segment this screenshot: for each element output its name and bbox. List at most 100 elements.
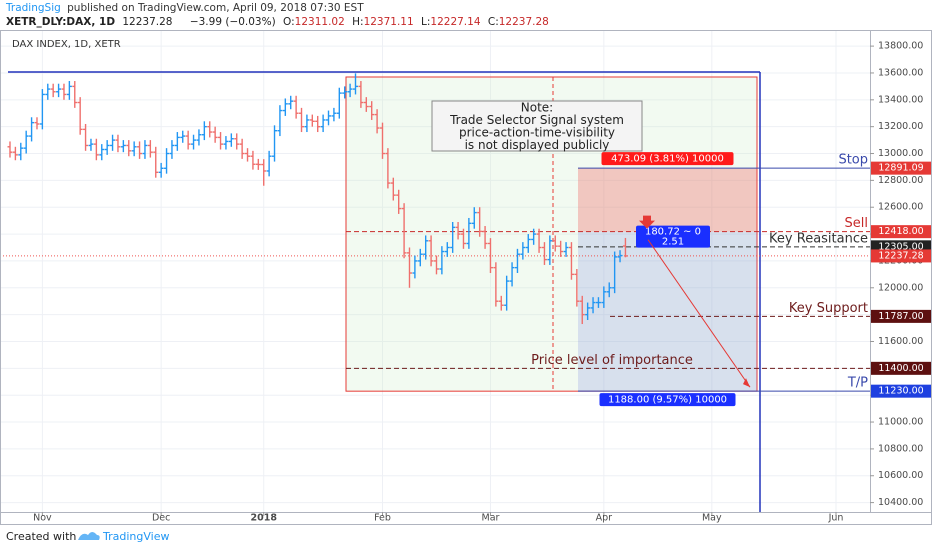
ohlc-bar bbox=[50, 83, 56, 98]
ohlc-bar bbox=[525, 234, 531, 253]
ohlc-bar bbox=[412, 255, 418, 279]
published-text: published on TradingView.com, April 09, … bbox=[67, 2, 364, 14]
ohlc-bar bbox=[191, 134, 197, 150]
ohlc-bar bbox=[104, 140, 110, 155]
ohlc-bar bbox=[115, 134, 121, 153]
reward-label-box bbox=[599, 393, 736, 407]
ohlc-bar bbox=[320, 114, 326, 133]
ohlc-bar bbox=[196, 129, 202, 146]
ohlc-bar bbox=[88, 138, 94, 151]
ohlc-bar bbox=[61, 83, 67, 100]
ohlc-bar bbox=[460, 228, 466, 249]
note-line: is not displayed publicly bbox=[465, 138, 610, 152]
ohlc-bar bbox=[272, 125, 278, 162]
note-line: Trade Selector Signal system bbox=[449, 113, 624, 127]
ohlc-bar bbox=[261, 159, 267, 186]
ohlc-bar bbox=[56, 83, 62, 98]
ohlc-bar bbox=[558, 240, 564, 257]
ohlc-bar bbox=[110, 134, 116, 151]
ohlc-bar bbox=[396, 189, 402, 214]
high-value: 12371.11 bbox=[364, 16, 414, 28]
ohlc-bar bbox=[601, 286, 607, 308]
ohlc-bar bbox=[255, 158, 261, 170]
ohlc-bar bbox=[66, 81, 72, 100]
ohlc-bar bbox=[563, 242, 569, 257]
ohlc-bar bbox=[266, 150, 272, 177]
ohlc-bar bbox=[142, 140, 148, 159]
ohlc-bar bbox=[498, 295, 504, 311]
high-label: H: bbox=[352, 16, 363, 28]
ohlc-bar bbox=[379, 122, 385, 159]
ohlc-bar bbox=[439, 246, 445, 275]
x-tick-label: May bbox=[702, 513, 722, 524]
low-value: 12227.14 bbox=[430, 16, 480, 28]
ohlc-bar bbox=[568, 242, 574, 280]
ohlc-bar bbox=[536, 228, 542, 253]
ohlc-bar bbox=[201, 121, 207, 141]
ohlc-bar bbox=[617, 250, 623, 263]
level-name: Price level of importance bbox=[531, 353, 693, 368]
ohlc-bar bbox=[250, 150, 256, 170]
ohlc-bar bbox=[315, 115, 321, 133]
risk-label: 473.09 (3.81%) 10000 bbox=[611, 154, 724, 165]
x-tick-label: Apr bbox=[596, 513, 613, 524]
last-price-box bbox=[871, 249, 931, 263]
ohlc-bar bbox=[541, 242, 547, 265]
ohlc-bar bbox=[406, 247, 412, 288]
level-axis-label: 12891.09 bbox=[878, 163, 923, 174]
low-label: L: bbox=[421, 16, 430, 28]
ohlc-bar bbox=[336, 87, 342, 119]
close-label: C: bbox=[488, 16, 499, 28]
ohlc-bar bbox=[487, 238, 493, 274]
publisher[interactable]: TradingSig bbox=[5, 2, 61, 14]
last-price-label: 12237.28 bbox=[878, 250, 923, 261]
reward-zone bbox=[578, 231, 757, 392]
level-axis-box bbox=[871, 384, 931, 398]
footer-brand[interactable]: TradingView bbox=[102, 530, 169, 543]
open-value: 12311.02 bbox=[295, 16, 345, 28]
ohlc-bar bbox=[433, 255, 439, 275]
ohlc-bar bbox=[385, 148, 391, 189]
ohlc-bar bbox=[417, 248, 423, 267]
ohlc-bar bbox=[444, 242, 450, 257]
ohlc-bar bbox=[34, 117, 40, 130]
ohlc-bar bbox=[455, 221, 461, 240]
level-axis-label: 11400.00 bbox=[878, 363, 923, 374]
pl-label: 180.72 ~ 0 bbox=[645, 227, 701, 238]
ohlc-bar bbox=[18, 142, 24, 161]
tradingview-logo bbox=[78, 532, 100, 540]
ohlc-bar bbox=[401, 203, 407, 259]
close-value: 12237.28 bbox=[499, 16, 549, 28]
ohlc-bar bbox=[585, 302, 591, 321]
ohlc-bar bbox=[574, 268, 580, 307]
note-line: Note: bbox=[521, 101, 553, 115]
y-tick-label: 10400.00 bbox=[878, 497, 923, 508]
ohlc-bar bbox=[331, 107, 337, 122]
ohlc-bar bbox=[218, 132, 224, 150]
ohlc-bar bbox=[552, 235, 558, 252]
level-axis-label: 11230.00 bbox=[878, 386, 923, 397]
ohlc-bar bbox=[23, 130, 29, 154]
ohlc-bar bbox=[347, 83, 353, 98]
ohlc-bar bbox=[590, 297, 596, 314]
ohlc-bar bbox=[466, 217, 472, 249]
ohlc-bar bbox=[579, 295, 585, 325]
ohlc-bar bbox=[450, 221, 456, 253]
ohlc-bar bbox=[164, 148, 170, 174]
risk-label-box bbox=[601, 152, 734, 166]
ohlc-bar bbox=[126, 140, 132, 157]
ohlc-bar bbox=[293, 95, 299, 119]
ohlc-bar bbox=[174, 132, 180, 151]
open-label: O: bbox=[283, 16, 295, 28]
footer bbox=[0, 525, 932, 550]
y-tick-label: 13000.00 bbox=[878, 148, 923, 159]
ohlc-bar bbox=[304, 114, 310, 133]
ohlc-bar bbox=[158, 162, 164, 178]
ohlc-bar bbox=[374, 109, 380, 134]
ohlc-bar bbox=[477, 207, 483, 237]
level-name: Sell bbox=[845, 216, 868, 231]
ohlc-bar bbox=[83, 123, 89, 151]
ohlc-bar bbox=[482, 226, 488, 249]
ohlc-bar bbox=[471, 207, 477, 229]
